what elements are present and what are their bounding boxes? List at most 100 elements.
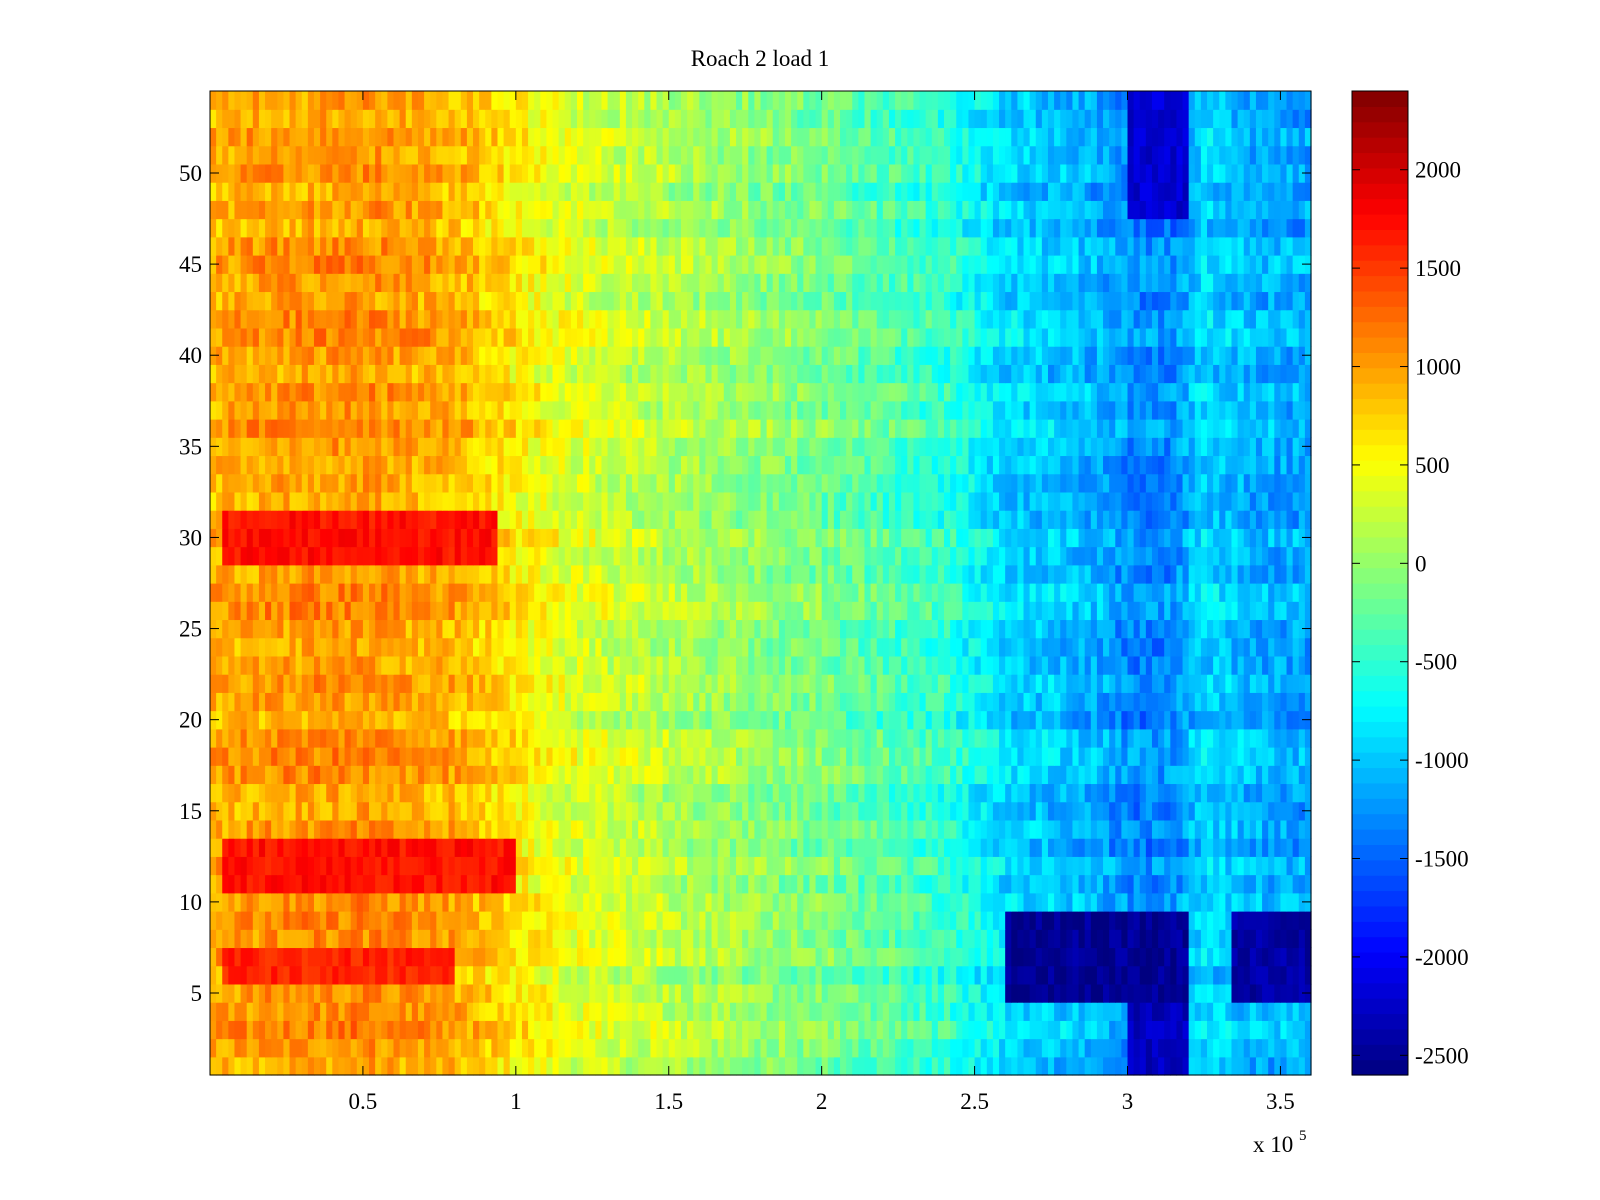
heatmap-cell: [956, 1002, 963, 1021]
heatmap-cell: [1243, 947, 1251, 967]
heatmap-cell: [674, 692, 682, 712]
heatmap-cell: [265, 947, 272, 967]
heatmap-cell: [540, 838, 548, 857]
heatmap-cell: [742, 819, 749, 839]
heatmap-cell: [901, 765, 908, 785]
heatmap-cell: [693, 819, 700, 839]
heatmap-cell: [577, 838, 584, 857]
heatmap-cell: [870, 947, 878, 967]
heatmap-cell: [705, 929, 713, 949]
heatmap-cell: [956, 655, 963, 675]
heatmap-cell: [1286, 692, 1294, 712]
heatmap-cell: [797, 674, 804, 693]
heatmap-cell: [356, 801, 364, 821]
heatmap-cell: [999, 983, 1006, 1003]
heatmap-cell: [680, 747, 688, 766]
heatmap-cell: [313, 947, 321, 967]
heatmap-cell: [1115, 819, 1122, 839]
heatmap-cell: [552, 692, 560, 712]
heatmap-cell: [980, 1002, 988, 1021]
heatmap-cell: [338, 801, 346, 821]
heatmap-cell: [466, 747, 474, 766]
heatmap-cell: [760, 564, 768, 584]
heatmap-cell: [821, 747, 829, 766]
heatmap-cell: [595, 728, 603, 748]
heatmap-cell: [1090, 674, 1098, 693]
heatmap-cell: [1182, 747, 1190, 766]
heatmap-cell: [277, 601, 284, 621]
heatmap-cell: [1249, 583, 1257, 602]
heatmap-cell: [674, 856, 682, 876]
heatmap-cell: [723, 765, 731, 785]
heatmap-cell: [1115, 674, 1122, 693]
heatmap-cell: [1023, 801, 1031, 821]
heatmap-cell: [1200, 747, 1208, 766]
heatmap-cell: [1047, 947, 1055, 967]
heatmap-cell: [638, 911, 645, 930]
heatmap-cell: [1249, 929, 1257, 949]
heatmap-cell: [277, 728, 284, 748]
heatmap-cell: [1103, 874, 1110, 894]
heatmap-cell: [222, 965, 229, 985]
heatmap-cell: [460, 564, 468, 584]
heatmap-cell: [919, 1020, 927, 1040]
heatmap-cell: [216, 710, 223, 730]
heatmap-cell: [760, 583, 768, 602]
heatmap-cell: [387, 965, 395, 985]
heatmap-cell: [503, 765, 511, 785]
heatmap-cell: [956, 747, 963, 766]
heatmap-cell: [815, 965, 823, 985]
heatmap-cell: [840, 619, 847, 639]
heatmap-cell: [515, 637, 523, 657]
heatmap-cell: [705, 947, 713, 967]
heatmap-cell: [387, 983, 395, 1003]
heatmap-cell: [1182, 983, 1190, 1003]
heatmap-cell: [564, 783, 572, 803]
heatmap-cell: [338, 637, 346, 657]
heatmap-cell: [589, 983, 596, 1003]
heatmap-cell: [1127, 1020, 1135, 1040]
heatmap-cell: [1188, 637, 1196, 657]
heatmap-cell: [430, 801, 437, 821]
heatmap-cell: [1127, 1056, 1135, 1076]
heatmap-cell: [895, 783, 902, 803]
heatmap-cell: [240, 819, 248, 839]
heatmap-cell: [265, 874, 272, 894]
heatmap-cell: [313, 674, 321, 693]
heatmap-cell: [717, 856, 725, 876]
heatmap-cell: [1188, 983, 1196, 1003]
heatmap-cell: [944, 765, 951, 785]
heatmap-cell: [876, 929, 884, 949]
heatmap-cell: [570, 637, 578, 657]
heatmap-cell: [1035, 1056, 1043, 1076]
heatmap-cell: [840, 655, 847, 675]
heatmap-cell: [693, 874, 700, 894]
heatmap-cell: [210, 1020, 217, 1040]
heatmap-cell: [326, 911, 333, 930]
heatmap-cell: [1219, 929, 1226, 949]
heatmap-cell: [1274, 619, 1282, 639]
heatmap-cell: [381, 1056, 388, 1076]
heatmap-cell: [999, 564, 1006, 584]
heatmap-cell: [1200, 583, 1208, 602]
heatmap-cell: [797, 856, 804, 876]
heatmap-cell: [1017, 911, 1025, 930]
heatmap-cell: [491, 692, 499, 712]
heatmap-cell: [485, 728, 492, 748]
heatmap-cell: [705, 1002, 713, 1021]
heatmap-cell: [797, 819, 804, 839]
heatmap-cell: [791, 728, 798, 748]
heatmap-cell: [1164, 783, 1171, 803]
heatmap-cell: [919, 637, 927, 657]
heatmap-cell: [1274, 783, 1282, 803]
heatmap-cell: [931, 601, 939, 621]
heatmap-cell: [607, 947, 615, 967]
heatmap-cell: [387, 637, 395, 657]
heatmap-cell: [613, 1038, 621, 1058]
heatmap-cell: [632, 601, 639, 621]
heatmap-cell: [778, 728, 786, 748]
heatmap-cell: [974, 838, 982, 857]
heatmap-cell: [216, 728, 223, 748]
heatmap-cell: [1017, 1020, 1025, 1040]
heatmap-cell: [931, 583, 939, 602]
